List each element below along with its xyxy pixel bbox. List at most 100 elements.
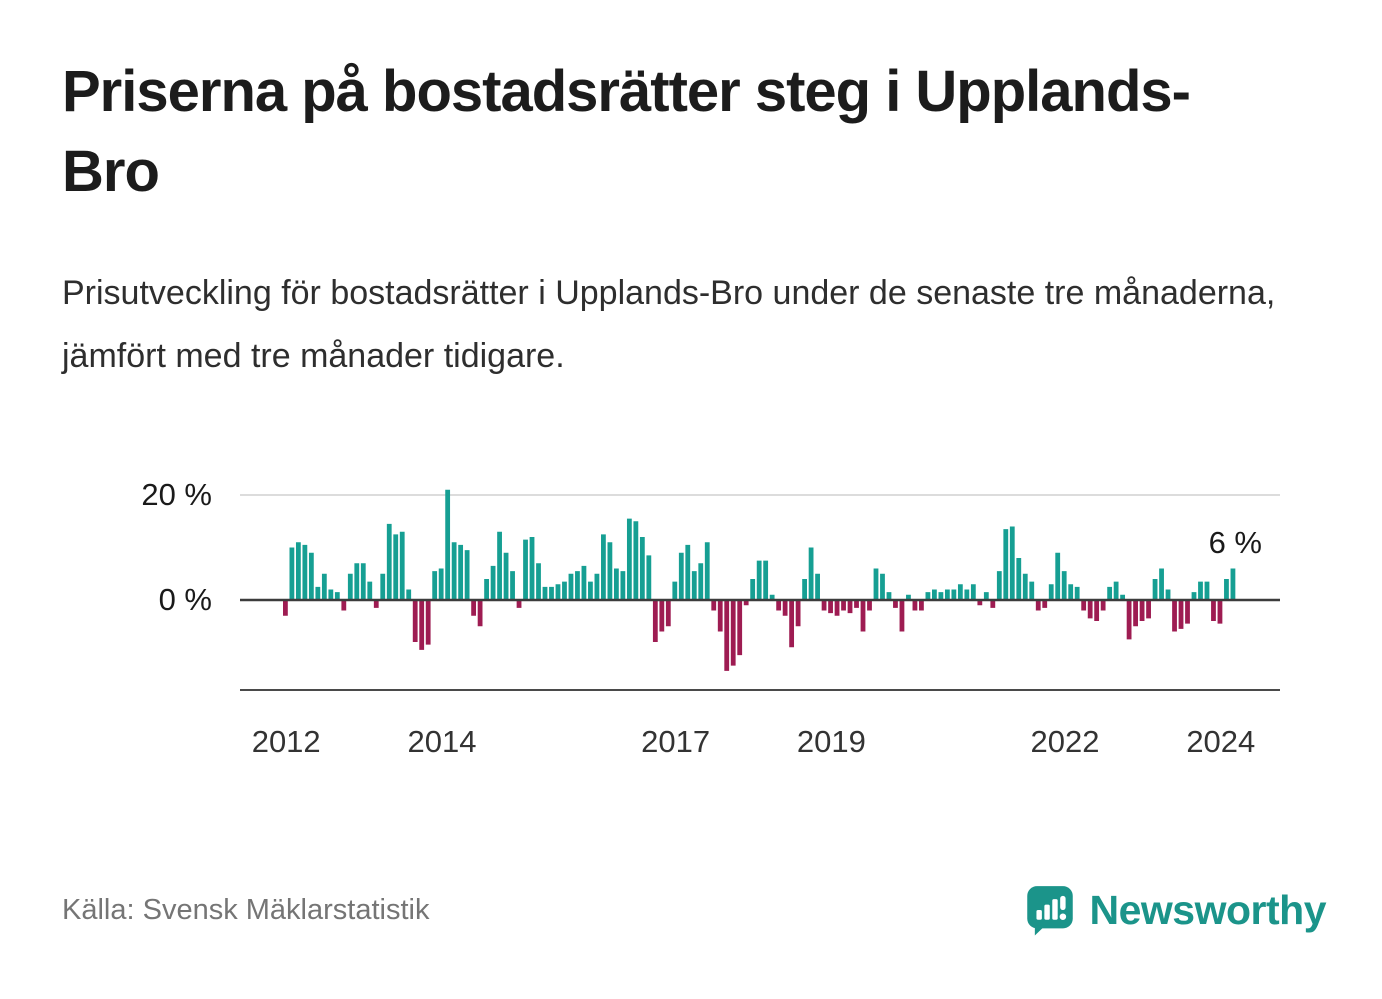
bar bbox=[899, 600, 905, 632]
bar bbox=[1068, 584, 1074, 600]
bar bbox=[360, 563, 366, 600]
bar bbox=[471, 600, 477, 616]
bar bbox=[497, 531, 502, 600]
bar bbox=[906, 594, 911, 600]
x-tick-label-2014: 2014 bbox=[408, 724, 477, 759]
bar bbox=[652, 600, 658, 642]
bar bbox=[834, 600, 840, 616]
bar bbox=[633, 521, 639, 600]
bar bbox=[1029, 581, 1035, 601]
bar bbox=[549, 586, 554, 601]
bar bbox=[425, 600, 431, 645]
bar bbox=[912, 600, 918, 611]
bar bbox=[445, 489, 451, 600]
bar bbox=[1107, 586, 1113, 601]
bar bbox=[308, 552, 314, 600]
bar bbox=[438, 568, 444, 600]
x-tick-label-2019: 2019 bbox=[797, 724, 866, 759]
bar bbox=[1178, 600, 1184, 629]
bar bbox=[334, 592, 340, 601]
bar bbox=[373, 600, 379, 608]
bar bbox=[1120, 594, 1126, 600]
bar bbox=[880, 573, 885, 600]
bar bbox=[464, 550, 470, 601]
footer: Källa: Svensk Mäklarstatistik Newsworthy bbox=[62, 872, 1326, 948]
newsworthy-logo: Newsworthy bbox=[1024, 884, 1327, 936]
bar bbox=[302, 544, 308, 601]
bar bbox=[1172, 600, 1177, 632]
bar bbox=[536, 563, 541, 600]
bar bbox=[613, 568, 619, 600]
bar bbox=[523, 539, 528, 601]
bar bbox=[451, 542, 457, 600]
bar bbox=[1191, 592, 1197, 601]
bar bbox=[1100, 600, 1106, 611]
bar bbox=[782, 600, 788, 616]
bar-chart-svg: 20 % 0 % 2012 2014 2017 2019 2022 2024 6 % bbox=[141, 477, 1280, 759]
bar bbox=[802, 579, 807, 600]
source-note: Källa: Svensk Mäklarstatistik bbox=[62, 893, 430, 926]
bar bbox=[841, 600, 846, 611]
bar bbox=[412, 600, 418, 642]
bar bbox=[1217, 600, 1223, 624]
bar bbox=[1009, 526, 1015, 600]
bar bbox=[626, 518, 632, 601]
bar bbox=[1081, 600, 1087, 611]
bar bbox=[1204, 581, 1210, 601]
bar bbox=[367, 581, 373, 601]
bar bbox=[1048, 584, 1054, 600]
bar bbox=[477, 600, 483, 627]
bar bbox=[354, 563, 360, 600]
bar bbox=[380, 573, 386, 600]
bar bbox=[328, 589, 334, 600]
bar bbox=[1152, 579, 1158, 600]
bar bbox=[295, 542, 301, 600]
bar bbox=[886, 592, 892, 601]
bar bbox=[769, 594, 775, 600]
bar bbox=[1094, 600, 1100, 621]
bar bbox=[665, 600, 671, 627]
bar bbox=[620, 571, 626, 601]
bar bbox=[575, 571, 580, 601]
bar bbox=[315, 586, 321, 601]
bar bbox=[1185, 600, 1190, 624]
newsworthy-logo-text: Newsworthy bbox=[1089, 886, 1327, 933]
bar bbox=[646, 555, 652, 601]
bar bbox=[1113, 581, 1119, 601]
bar bbox=[503, 552, 509, 600]
bar bbox=[1211, 600, 1216, 621]
bar bbox=[938, 592, 944, 601]
last-value-annotation: 6 % bbox=[1209, 525, 1262, 560]
x-tick-label-2012: 2012 bbox=[252, 724, 321, 759]
bar bbox=[568, 573, 574, 600]
bar bbox=[594, 573, 600, 600]
bar bbox=[347, 573, 353, 600]
bar bbox=[795, 600, 801, 627]
bar bbox=[860, 600, 866, 632]
x-tick-label-2024: 2024 bbox=[1186, 724, 1255, 759]
bar bbox=[951, 589, 957, 600]
bar bbox=[289, 547, 295, 600]
price-development-chart: 20 % 0 % 2012 2014 2017 2019 2022 2024 6 % bbox=[0, 460, 1382, 770]
bar bbox=[737, 600, 743, 656]
bar bbox=[698, 563, 704, 600]
bar bbox=[828, 600, 833, 614]
bar bbox=[672, 581, 678, 601]
bar bbox=[925, 592, 931, 601]
bar bbox=[321, 573, 327, 600]
bar bbox=[1003, 529, 1009, 601]
bar bbox=[711, 600, 717, 611]
bar bbox=[1074, 586, 1080, 601]
bar bbox=[685, 544, 691, 601]
bar bbox=[977, 600, 983, 606]
bar bbox=[990, 600, 996, 608]
y-axis-label: 20 % bbox=[141, 477, 212, 512]
bar bbox=[386, 523, 392, 601]
bar bbox=[1035, 600, 1041, 611]
bar bbox=[873, 568, 879, 600]
bar bbox=[1224, 579, 1229, 600]
bar bbox=[484, 579, 489, 600]
bar bbox=[678, 552, 684, 600]
bar bbox=[542, 586, 548, 601]
